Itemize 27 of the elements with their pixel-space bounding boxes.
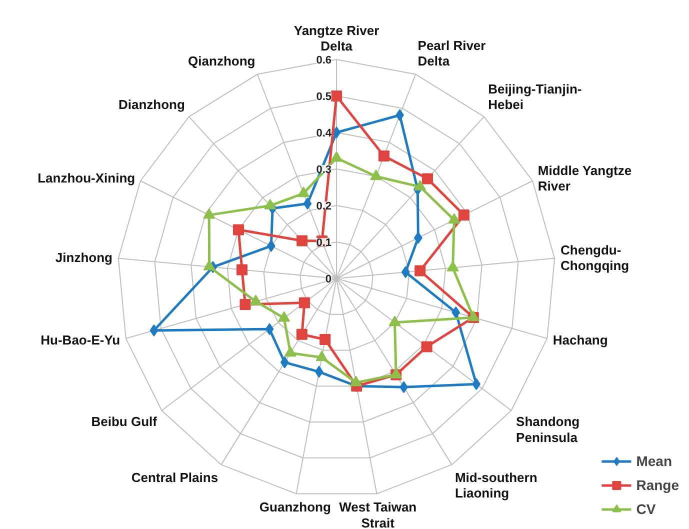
spoke-label: Hachang: [552, 332, 608, 348]
y-tick-label: 0.4: [316, 128, 332, 140]
spoke-label: West Taiwan Strait: [339, 500, 417, 529]
legend-label: Mean: [636, 453, 672, 469]
spoke-label: Beibu Gulf: [91, 414, 158, 430]
spoke-label: Hu-Bao-E-Yu: [40, 332, 120, 348]
spoke-label: Dianzhong: [118, 97, 185, 112]
spoke-label: Chengdu-Chongqing: [560, 242, 630, 274]
y-tick-label: 0.1: [316, 237, 332, 249]
y-tick-label: 0.2: [316, 200, 332, 212]
spoke-label: Jinzhong: [55, 250, 113, 266]
legend-label: Range: [636, 477, 679, 493]
spoke-label: Central Plains: [131, 470, 218, 485]
legend-label: CV: [636, 501, 656, 517]
spoke-label: Lanzhou-Xining: [38, 170, 136, 186]
spoke-label: Middle Yangtze River: [538, 162, 632, 194]
spoke-label: Guanzhong: [259, 500, 331, 515]
spoke-label: Yangtze River Delta: [294, 22, 380, 54]
y-tick-label: 0: [325, 274, 332, 286]
y-tick-label: 0.6: [316, 54, 332, 66]
y-tick-label: 0.5: [316, 91, 332, 103]
spoke-label: Shandong Peninsula: [516, 414, 580, 445]
y-tick-label: 0.3: [316, 164, 332, 176]
spoke-label: Qianzhong: [188, 54, 256, 69]
spoke-label: Mid-southern Liaoning: [454, 470, 538, 501]
spoke-label: Pearl River Delta: [418, 38, 486, 69]
spoke-label: Beijing-Tianjin-Hebei: [488, 81, 582, 112]
